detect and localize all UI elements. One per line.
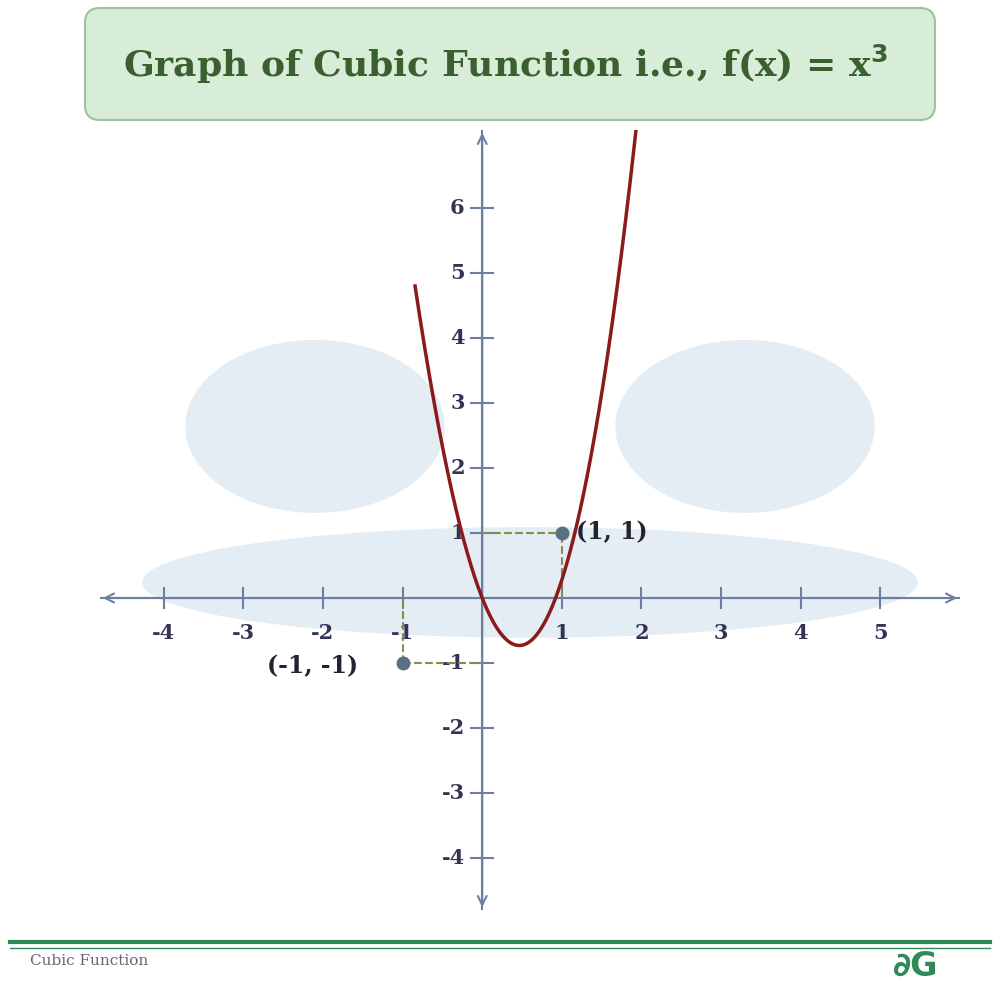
Text: -1: -1 <box>391 623 414 643</box>
Text: ∂G: ∂G <box>892 950 938 983</box>
Text: -2: -2 <box>311 623 335 643</box>
Text: 1: 1 <box>450 523 465 543</box>
Text: Cubic Function: Cubic Function <box>30 954 148 968</box>
Text: -4: -4 <box>152 623 175 643</box>
Ellipse shape <box>143 528 917 637</box>
Text: -1: -1 <box>441 653 465 673</box>
Text: 4: 4 <box>450 328 465 348</box>
Text: (-1, -1): (-1, -1) <box>267 654 358 678</box>
Text: Graph of Cubic Function i.e., f(x) = x$\mathbf{^3}$: Graph of Cubic Function i.e., f(x) = x$\… <box>123 42 887 86</box>
Text: 4: 4 <box>793 623 808 643</box>
Text: 1: 1 <box>555 623 569 643</box>
Text: 3: 3 <box>714 623 728 643</box>
Text: -2: -2 <box>441 718 465 738</box>
Text: -3: -3 <box>442 783 465 803</box>
Text: 3: 3 <box>450 393 465 413</box>
Text: 2: 2 <box>634 623 649 643</box>
Text: -4: -4 <box>441 848 465 868</box>
Text: -3: -3 <box>232 623 255 643</box>
Ellipse shape <box>616 341 874 512</box>
Text: (1, 1): (1, 1) <box>576 520 648 544</box>
Text: 6: 6 <box>450 198 465 218</box>
Ellipse shape <box>186 341 444 512</box>
Text: 5: 5 <box>873 623 888 643</box>
Text: 5: 5 <box>450 263 465 283</box>
Text: 2: 2 <box>450 458 465 478</box>
